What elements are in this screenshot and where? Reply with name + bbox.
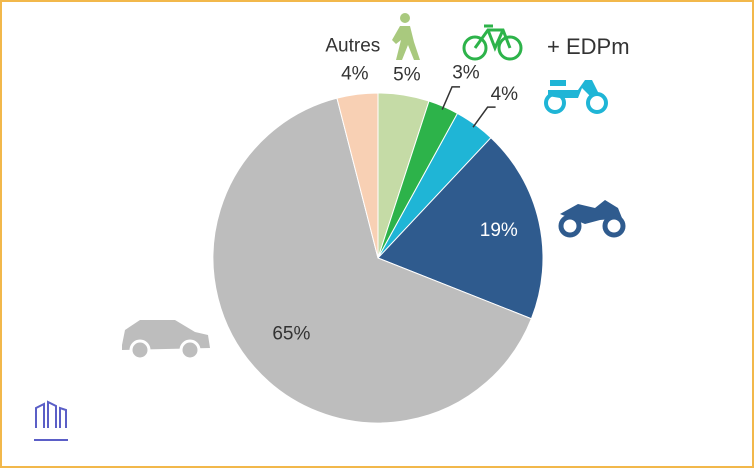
value-label: 19% [480, 220, 518, 241]
motorcycle-icon [558, 200, 626, 238]
category-label: + EDPm [547, 34, 630, 59]
pie-slice [336, 92, 379, 259]
pie-slice [212, 97, 533, 424]
pie-slice [377, 137, 544, 320]
value-label: 4% [491, 84, 519, 105]
category-label: Autres [325, 36, 380, 57]
logo [34, 400, 68, 441]
leader-line [441, 86, 461, 110]
value-label: 4% [341, 64, 369, 85]
bicycle-icon [462, 24, 523, 61]
value-label: 65% [272, 323, 310, 344]
pedestrian-icon [392, 13, 420, 60]
car-icon [122, 320, 210, 361]
moped-icon [544, 80, 608, 114]
leader-line [472, 106, 496, 128]
value-label: 5% [393, 64, 421, 85]
value-label: 3% [452, 62, 480, 83]
